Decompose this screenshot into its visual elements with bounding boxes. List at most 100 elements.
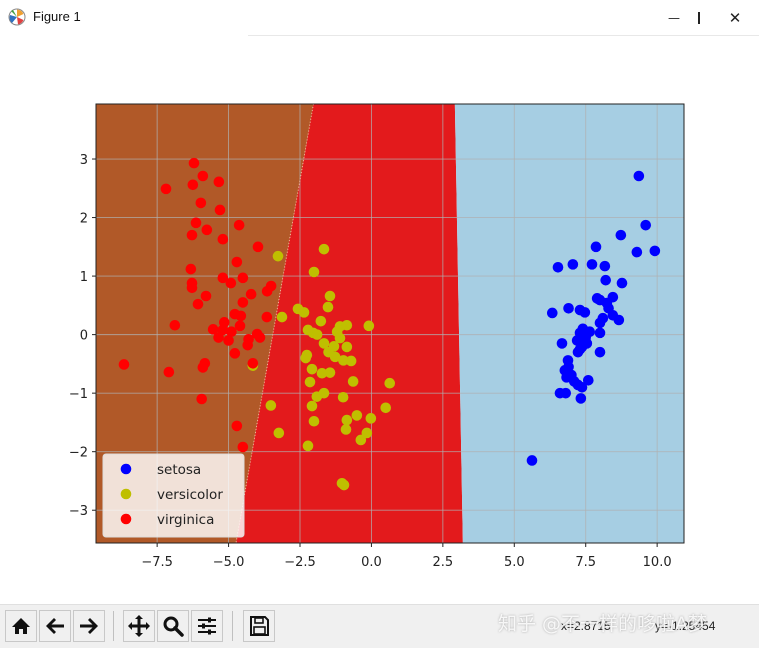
point-setosa: [556, 338, 568, 349]
axes-frame: [95, 103, 685, 544]
point-versicolor: [304, 376, 316, 388]
y-tick-label: 1: [80, 270, 88, 285]
maximize-icon: [698, 12, 700, 24]
point-versicolor: [351, 410, 363, 421]
maximize-button[interactable]: [653, 0, 700, 36]
point-setosa: [552, 262, 564, 273]
zoom-button[interactable]: [157, 610, 189, 642]
y-tick-label: −1: [69, 387, 88, 402]
toolbar-separator: [232, 611, 233, 641]
point-virginica: [192, 298, 204, 310]
x-tick-label: 5.0: [504, 555, 525, 570]
point-versicolor: [341, 319, 353, 331]
point-virginica: [261, 286, 273, 297]
point-setosa: [591, 293, 603, 304]
y-tick-label: −3: [69, 504, 88, 519]
point-versicolor: [363, 320, 375, 332]
titlebar-divider: [248, 35, 759, 36]
window-titlebar: Figure 1 — ✕: [0, 0, 759, 36]
point-versicolor: [355, 434, 367, 446]
point-setosa: [594, 317, 606, 329]
point-versicolor: [316, 367, 328, 379]
point-versicolor: [265, 400, 277, 411]
pan-button[interactable]: [123, 610, 155, 642]
decision-boundary-dotted: [235, 104, 314, 543]
point-versicolor: [341, 341, 353, 353]
point-virginica: [188, 157, 200, 169]
point-versicolor: [322, 301, 334, 313]
point-setosa: [563, 302, 574, 314]
cursor-x-readout: x=2.8715: [561, 619, 611, 633]
arrow-left-icon: [46, 618, 64, 634]
save-button[interactable]: [243, 610, 275, 642]
point-setosa: [560, 387, 572, 399]
y-tick-label: 0: [80, 329, 88, 344]
point-setosa: [649, 245, 661, 257]
point-setosa: [631, 246, 643, 258]
x-tick-label: −7.5: [141, 555, 173, 570]
x-tick-label: 10.0: [643, 555, 672, 570]
point-virginica: [233, 219, 245, 231]
point-virginica: [196, 393, 208, 405]
x-tick-label: −2.5: [284, 555, 316, 570]
point-virginica: [231, 256, 243, 268]
region-setosa: [454, 104, 684, 543]
x-tick-label: −5.0: [213, 555, 245, 570]
home-icon: [12, 618, 30, 634]
close-icon: ✕: [728, 9, 742, 27]
point-virginica: [169, 319, 181, 331]
point-setosa: [571, 335, 583, 346]
point-versicolor: [308, 415, 320, 427]
point-virginica: [186, 229, 198, 241]
point-versicolor: [340, 424, 352, 435]
close-button[interactable]: ✕: [712, 0, 758, 36]
minimize-icon: —: [668, 11, 680, 25]
point-versicolor: [323, 346, 334, 358]
configure-subplots-button[interactable]: [191, 610, 223, 642]
watermark-text: 知乎 @不一样的哆啦A梦: [498, 613, 708, 635]
point-virginica: [201, 224, 213, 236]
point-virginica: [245, 288, 257, 300]
point-versicolor: [337, 391, 349, 403]
point-versicolor: [318, 243, 330, 255]
y-tick-label: 2: [80, 212, 88, 227]
point-virginica: [237, 441, 249, 453]
point-versicolor: [311, 329, 323, 340]
point-versicolor: [380, 402, 392, 414]
minimize-button[interactable]: —: [651, 0, 697, 36]
point-virginica: [254, 332, 266, 343]
point-virginica: [252, 241, 264, 253]
point-versicolor: [324, 367, 336, 378]
point-setosa: [633, 170, 645, 182]
x-tick-label: 7.5: [575, 555, 596, 570]
point-setosa: [594, 327, 606, 339]
point-versicolor: [361, 427, 373, 439]
point-versicolor: [338, 355, 349, 366]
point-virginica: [213, 176, 225, 188]
legend: setosa versicolor virginica: [102, 453, 245, 538]
legend-label-versicolor: versicolor: [157, 487, 223, 503]
point-virginica: [195, 197, 207, 209]
point-virginica: [225, 277, 237, 289]
point-virginica: [217, 272, 229, 284]
point-virginica: [207, 324, 219, 335]
home-button[interactable]: [5, 610, 37, 642]
point-versicolor: [306, 400, 318, 412]
scatter-plot[interactable]: −7.5 −5.0 −2.5 0.0 2.5 5.0 7.5 10.0 3210−1−2−3 …: [0, 36, 759, 604]
point-virginica: [231, 420, 243, 432]
point-virginica: [197, 170, 209, 182]
toolbar-separator: [113, 611, 114, 641]
point-versicolor: [300, 352, 312, 364]
point-virginica: [229, 348, 241, 359]
point-virginica: [163, 366, 175, 378]
back-button[interactable]: [39, 610, 71, 642]
point-virginica: [237, 272, 249, 284]
point-setosa: [594, 346, 606, 358]
window-title: Figure 1: [33, 9, 81, 24]
figure-canvas[interactable]: −7.5 −5.0 −2.5 0.0 2.5 5.0 7.5 10.0 3 2 1 0 −1 −2 −3 …: [0, 36, 759, 604]
point-setosa: [613, 314, 625, 326]
point-virginica: [223, 335, 234, 346]
point-virginica: [247, 358, 259, 369]
forward-button[interactable]: [73, 610, 105, 642]
x-tick-label: 0.0: [361, 555, 382, 570]
